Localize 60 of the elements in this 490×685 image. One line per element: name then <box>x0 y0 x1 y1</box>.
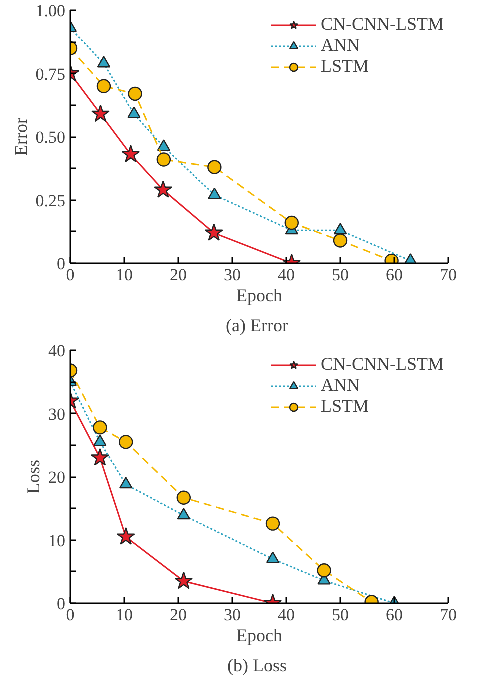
point <box>116 527 136 545</box>
legend-label: LSTM <box>320 396 369 417</box>
y-tick-label: 20 <box>48 468 66 487</box>
point <box>156 152 172 167</box>
y-tick-label: 1.00 <box>36 2 66 20</box>
point <box>128 106 141 118</box>
point <box>97 56 111 68</box>
point <box>334 223 348 235</box>
point <box>266 516 280 531</box>
text: (b) Loss <box>228 656 288 676</box>
x-tick-label: 10 <box>116 266 133 284</box>
point <box>92 104 110 122</box>
x-tick-label: 20 <box>170 266 187 284</box>
point <box>91 448 110 466</box>
point <box>204 224 224 242</box>
x-tick-label: 60 <box>386 266 403 284</box>
x-tick-label: 70 <box>440 266 457 284</box>
y-tick-label: 40 <box>48 342 66 360</box>
x-axis-title: Epoch <box>236 626 282 646</box>
y-tick-label: 0.75 <box>36 64 66 84</box>
y-axis-title: Error <box>10 118 31 156</box>
legend-label: ANN <box>320 35 360 56</box>
x-tick-label: 70 <box>440 606 457 624</box>
x-tick-label: 60 <box>386 606 403 624</box>
point <box>177 508 190 520</box>
point <box>120 477 133 489</box>
point <box>333 234 348 248</box>
point <box>93 420 108 435</box>
legend-label: LSTM <box>320 56 369 77</box>
point <box>119 435 134 450</box>
point <box>157 140 171 152</box>
y-tick-label: 0.50 <box>36 128 66 147</box>
point <box>266 552 280 564</box>
x-tick-label: 50 <box>332 266 349 284</box>
y-tick-label: 30 <box>48 404 66 424</box>
text: (a) Error <box>226 316 288 336</box>
x-axis-title: Epoch <box>236 286 282 306</box>
y-tick-label: 0.25 <box>36 191 66 210</box>
x-tick-label: 30 <box>224 266 241 284</box>
point <box>154 180 173 198</box>
legend-label: ANN <box>320 375 360 396</box>
point <box>174 572 194 590</box>
point <box>208 188 222 200</box>
point <box>96 79 112 94</box>
x-tick-label: 50 <box>332 606 349 624</box>
x-tick-label: 10 <box>116 606 133 624</box>
point <box>284 216 299 230</box>
x-tick-label: 30 <box>224 606 241 624</box>
x-tick-label: 40 <box>278 266 295 284</box>
y-tick-label: 10 <box>48 531 66 550</box>
point <box>122 145 140 163</box>
x-tick-label: 20 <box>170 606 187 624</box>
legend-label: CN-CNN-LSTM <box>320 354 444 375</box>
point <box>128 86 142 102</box>
x-tick-label: 40 <box>278 606 295 624</box>
point <box>208 160 222 174</box>
y-axis-title: Loss <box>24 460 44 494</box>
point <box>94 434 107 446</box>
legend-label: CN-CNN-LSTM <box>320 14 444 35</box>
point <box>176 490 191 505</box>
